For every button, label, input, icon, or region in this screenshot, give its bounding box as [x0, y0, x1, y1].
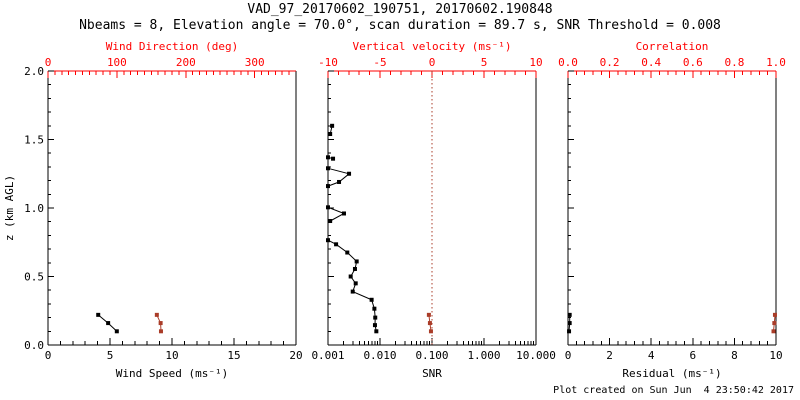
bottom-tick-label: 1.000	[467, 349, 500, 362]
top-axis-title: Correlation	[636, 40, 709, 53]
top-tick-label: 200	[176, 56, 196, 69]
bottom-tick-label: 20	[289, 349, 302, 362]
data-point	[772, 312, 777, 317]
series-wind-direction	[154, 312, 163, 334]
y-axis-title: z (km AGL)	[3, 175, 16, 241]
data-point	[334, 242, 339, 247]
plot-timestamp: Plot created on Sun Jun 4 23:50:42 2017	[553, 385, 794, 396]
data-point	[427, 321, 432, 326]
top-tick-label: -5	[373, 56, 386, 69]
y-tick-label: 2.0	[24, 65, 44, 78]
panel-residual: 0 2 4 6 8 10 Residual (ms⁻¹) 0.0 0.2 0.4 0.6 0.8 1.0…	[558, 40, 786, 380]
data-point	[372, 306, 377, 311]
bottom-tick-label: 5	[107, 349, 114, 362]
series-vertical-velocity	[426, 312, 433, 334]
bottom-tick-label: 10.000	[516, 349, 556, 362]
data-point	[158, 329, 163, 334]
bottom-tick-label: 6	[689, 349, 696, 362]
top-tick-label: 0.8	[724, 56, 744, 69]
data-point	[328, 132, 333, 137]
data-point	[328, 219, 333, 224]
y-tick-label: 1.5	[24, 134, 44, 147]
data-point	[326, 166, 330, 171]
bottom-tick-label: 8	[731, 349, 738, 362]
bottom-tick-label: 0.100	[415, 349, 448, 362]
top-tick-label: 0.0	[558, 56, 578, 69]
data-point	[354, 259, 359, 264]
y-tick-label: 0.0	[24, 339, 44, 352]
y-tick-label: 0.5	[24, 271, 44, 284]
bottom-axis-title: SNR	[422, 367, 442, 380]
bottom-tick-label: 0	[45, 349, 52, 362]
top-axis-title: Wind Direction (deg)	[106, 40, 238, 53]
data-point	[428, 329, 433, 334]
top-tick-label: 10	[529, 56, 542, 69]
top-tick-label: -10	[318, 56, 338, 69]
top-tick-label: 5	[481, 56, 488, 69]
data-point	[353, 281, 358, 286]
data-point	[106, 321, 111, 326]
data-point	[352, 266, 357, 271]
bottom-tick-label: 0	[565, 349, 572, 362]
figure-subtitle: Nbeams = 8, Elevation angle = 70.0°, sca…	[79, 18, 721, 33]
data-point	[350, 289, 355, 294]
bottom-axis-title: Wind Speed (ms⁻¹)	[116, 367, 229, 380]
data-point	[372, 323, 377, 328]
bottom-tick-label: 4	[648, 349, 655, 362]
data-point	[374, 329, 379, 334]
data-point	[373, 315, 378, 320]
data-point	[348, 274, 353, 279]
series-line	[327, 167, 351, 187]
bottom-axis-title: Residual (ms⁻¹)	[622, 367, 721, 380]
top-tick-label: 0.6	[683, 56, 703, 69]
data-point	[337, 179, 342, 184]
bottom-tick-label: 0.001	[311, 349, 344, 362]
top-tick-label: 1.0	[766, 56, 786, 69]
data-point	[114, 329, 119, 334]
series-correlation	[771, 312, 777, 334]
data-point	[326, 238, 330, 243]
data-point	[426, 312, 431, 317]
data-point	[154, 312, 159, 317]
bottom-tick-label: 10	[165, 349, 178, 362]
bottom-tick-label: 10	[769, 349, 782, 362]
data-point	[567, 312, 572, 317]
data-point	[331, 156, 336, 161]
top-tick-label: 0	[429, 56, 436, 69]
top-tick-label: 0.4	[641, 56, 661, 69]
top-tick-label: 300	[245, 56, 265, 69]
top-axis-title: Vertical velocity (ms⁻¹)	[353, 40, 512, 53]
data-point	[771, 329, 776, 334]
panel-snr: 0.001 0.010 0.100 1.000 10.000 SNR -10 -5 0 5 10 Ve…	[311, 40, 555, 380]
series-residual	[567, 312, 572, 334]
data-point	[567, 321, 572, 326]
panel-wind: 0 5 10 15 20 Wind Speed (ms⁻¹) 0 100 200 300 Wind …	[24, 40, 303, 380]
series-wind-speed	[96, 312, 119, 334]
top-tick-label: 0	[45, 56, 52, 69]
data-point	[772, 321, 777, 326]
data-point	[326, 184, 330, 189]
data-point	[96, 312, 101, 317]
data-point	[567, 329, 572, 334]
bottom-tick-label: 0.010	[363, 349, 396, 362]
data-point	[347, 171, 352, 176]
data-point	[345, 250, 350, 255]
figure-title: VAD_97_20170602_190751, 20170602.190848	[247, 2, 553, 17]
data-point	[326, 205, 330, 210]
bottom-tick-label: 2	[606, 349, 613, 362]
series-line	[327, 239, 377, 332]
data-point	[341, 211, 346, 216]
series-snr-profile	[326, 123, 379, 334]
data-point	[158, 321, 163, 326]
top-tick-label: 0.2	[600, 56, 620, 69]
y-tick-label: 1.0	[24, 202, 44, 215]
data-point	[326, 155, 330, 160]
data-point	[330, 123, 335, 128]
data-point	[369, 297, 374, 302]
top-tick-label: 100	[107, 56, 127, 69]
series-line	[327, 206, 346, 222]
bottom-tick-label: 15	[227, 349, 240, 362]
